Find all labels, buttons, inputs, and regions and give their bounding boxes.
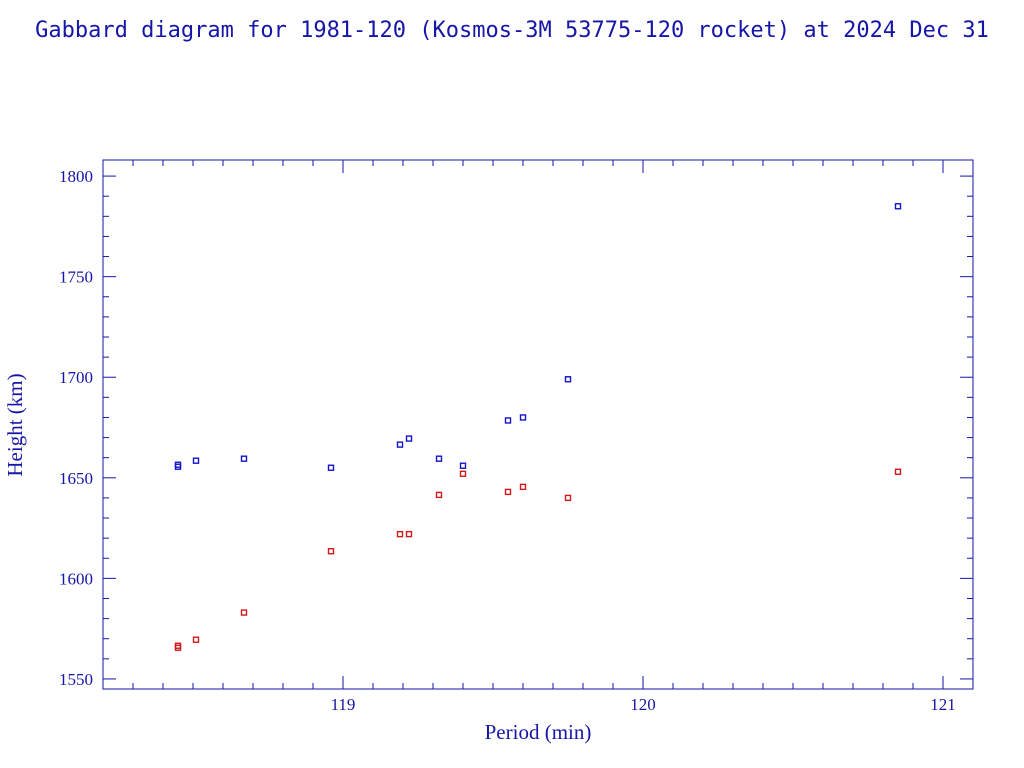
data-points — [174, 203, 902, 651]
y-axis-label: Height (km) — [3, 373, 27, 476]
y-axis-ticks — [103, 175, 973, 680]
y-tick-label: 1650 — [59, 469, 93, 488]
perigee-point — [192, 636, 200, 643]
perigee-point — [240, 609, 248, 616]
perigee-point — [459, 470, 467, 477]
apogee-point — [519, 414, 527, 421]
apogee-point — [327, 464, 335, 471]
perigee-point — [504, 488, 512, 496]
y-axis-tick-labels: 1550 1600 1650 1700 1750 1800 — [59, 167, 93, 689]
apogee-point — [504, 417, 512, 424]
apogee-point — [405, 435, 413, 442]
x-tick-label: 121 — [930, 695, 956, 714]
y-tick-label: 1600 — [59, 569, 93, 588]
apogee-point — [396, 441, 404, 448]
chart-title: Gabbard diagram for 1981-120 (Kosmos-3M … — [0, 18, 1024, 43]
perigee-point — [327, 548, 335, 555]
x-axis-ticks — [102, 160, 974, 689]
perigee-point — [564, 494, 572, 502]
y-tick-label: 1750 — [59, 268, 93, 287]
perigee-point — [396, 530, 404, 538]
x-tick-label: 120 — [630, 695, 656, 714]
y-tick-label: 1800 — [59, 167, 93, 186]
perigee-point — [174, 644, 182, 651]
x-tick-label: 119 — [331, 695, 356, 714]
perigee-point — [405, 530, 413, 538]
apogee-point — [192, 457, 200, 464]
apogee-point — [174, 463, 182, 470]
plot-frame — [102, 159, 974, 690]
apogee-point — [564, 376, 572, 383]
x-axis-label: Period (min) — [485, 720, 592, 744]
apogee-point — [435, 455, 443, 462]
apogee-point — [459, 462, 467, 469]
x-axis-tick-labels: 119 120 121 — [331, 695, 956, 714]
perigee-point — [519, 483, 527, 491]
y-tick-label: 1700 — [59, 368, 93, 387]
chart-title-text: Gabbard diagram for 1981-120 (Kosmos-3M … — [35, 18, 989, 43]
apogee-point — [240, 455, 248, 462]
y-tick-label: 1550 — [59, 670, 93, 689]
perigee-point — [894, 468, 902, 475]
perigee-point — [435, 491, 443, 499]
apogee-point — [894, 203, 902, 210]
